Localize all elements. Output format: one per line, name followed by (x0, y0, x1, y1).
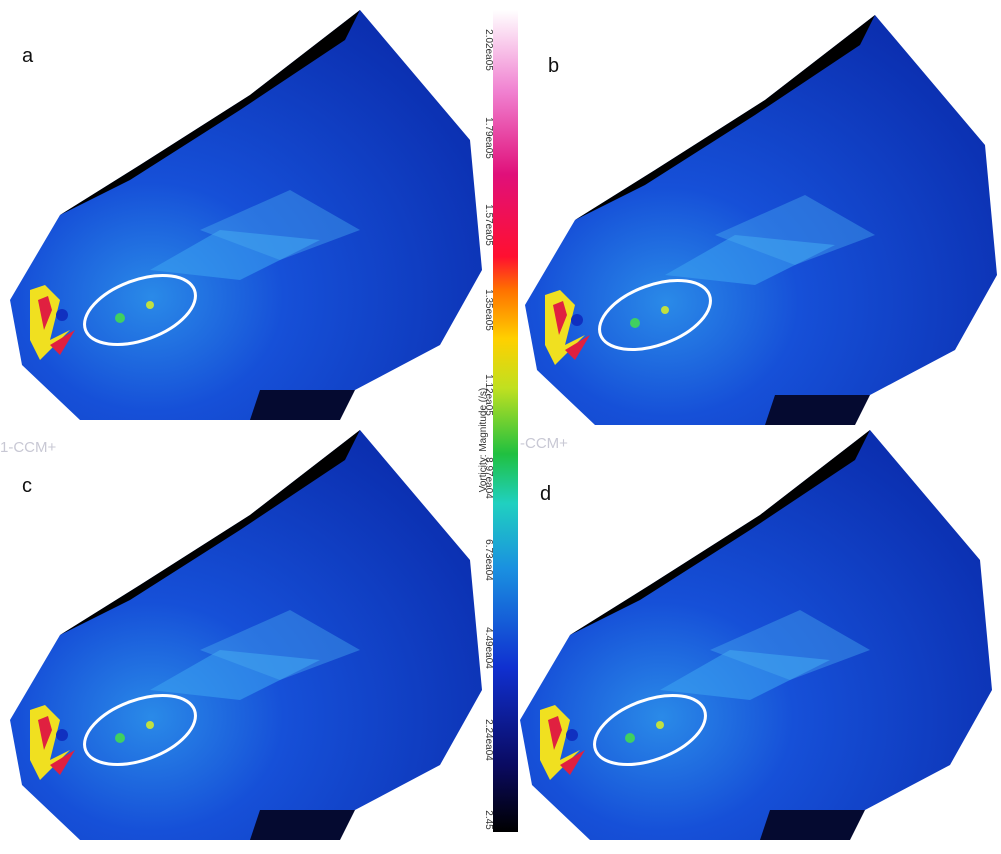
side-text: 1-CCM+ (0, 439, 56, 456)
panel-label: c (22, 475, 32, 497)
colorbar-tick-label: 1.35ea05 (483, 289, 494, 331)
colorbar-tick-label: 2.45 (483, 810, 494, 830)
side-text: -CCM+ (520, 435, 568, 452)
colorbar-tick-label: 1.57ea05 (483, 204, 494, 246)
panel-a (10, 10, 482, 420)
colorbar-tick-label: 2.02ea05 (483, 29, 494, 71)
panel-label: d (540, 483, 551, 505)
colorbar-tick-label: 6.73ea04 (483, 539, 494, 581)
figure: a b c d 1-CCM+ -CCM+ Vorticity: Magnitud… (0, 0, 1001, 854)
colorbar-tick-label: 4.49ea04 (483, 627, 494, 669)
colorbar-tick-label: 2.24ea04 (483, 719, 494, 761)
panel-d (520, 430, 992, 840)
colorbar (493, 10, 518, 832)
panel-c (10, 430, 482, 840)
colorbar-tick-label: 1.79ea05 (483, 117, 494, 159)
panel-b (525, 15, 997, 425)
panel-label: b (548, 55, 559, 77)
panel-label: a (22, 45, 34, 67)
colorbar-tick-label: 8.97ea04 (483, 457, 494, 499)
colorbar-tick-label: 1.12ea05 (483, 374, 494, 416)
